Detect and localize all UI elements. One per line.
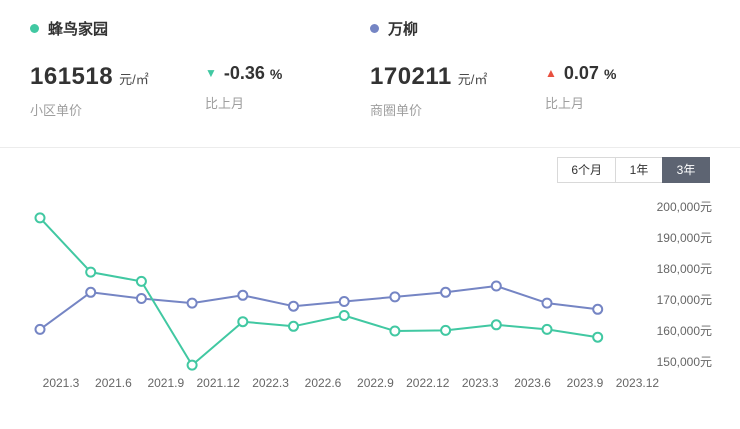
district-legend: 万柳 [370,18,616,39]
tab-6-months[interactable]: 6个月 [557,157,616,183]
community-price-unit: 元/㎡ [119,72,149,87]
district-name: 万柳 [388,21,419,38]
x-axis-label: 2023.12 [616,376,660,390]
district-delta-percent-sign: % [603,66,617,82]
x-axis-label: 2022.6 [305,376,342,390]
y-axis-label: 180,000元 [657,262,712,276]
data-point[interactable] [592,331,604,343]
community-name: 蜂鸟家园 [48,21,109,38]
community-delta-value: -0.36 [223,63,265,83]
data-point[interactable] [389,325,401,337]
series-line [39,216,599,367]
y-axis-label: 190,000元 [657,231,712,245]
price-trend-chart[interactable]: 200,000元 190,000元 180,000元 170,000元 160,000元… [0,185,740,405]
district-price-unit: 元/㎡ [457,72,488,87]
data-point[interactable] [490,319,502,331]
data-point[interactable] [541,323,553,335]
legend-dot-icon [370,24,379,33]
district-delta-value: 0.07 [563,63,599,83]
data-point[interactable] [490,280,502,292]
community-price-block: 161518 元/㎡ 小区单价 [30,63,205,119]
data-point[interactable] [34,212,46,224]
data-point[interactable] [135,293,147,304]
x-axis-label: 2022.9 [357,376,394,390]
series-line [39,285,599,331]
data-point[interactable] [338,296,350,307]
y-axis-label: 170,000元 [657,293,712,307]
data-point[interactable] [85,266,97,278]
x-axis-label: 2021.3 [43,376,80,390]
district-price-block: 170211 元/㎡ 商圈单价 [370,63,545,119]
data-point[interactable] [592,303,604,315]
x-axis-label: 2021.9 [147,376,184,390]
tab-1-year[interactable]: 1年 [615,157,663,183]
x-axis-label: 2023.3 [462,376,499,390]
x-axis-label: 2022.3 [252,376,289,390]
x-axis-label: 2021.6 [95,376,132,390]
community-metrics: 161518 元/㎡ 小区单价 ▼ -0.36% 比上月 [30,63,282,119]
community-delta-percent-sign: % [269,66,283,82]
triangle-down-icon: ▼ [205,66,217,80]
community-stats: 蜂鸟家园 161518 元/㎡ 小区单价 ▼ -0.36% 比上月 [30,18,282,119]
district-delta-caption: 比上月 [545,96,585,111]
time-range-tabs: 6个月 1年 3年 [557,157,710,183]
legend-dot-icon [30,24,39,33]
community-delta-caption: 比上月 [205,96,245,111]
data-point[interactable] [237,289,249,301]
district-stats: 万柳 170211 元/㎡ 商圈单价 ▲ 0.07% 比上月 [370,18,616,119]
triangle-up-icon: ▲ [545,66,557,80]
y-axis-label: 150,000元 [657,355,712,369]
district-delta-block: ▲ 0.07% 比上月 [545,63,616,119]
data-point[interactable] [34,323,46,335]
data-point[interactable] [288,320,299,332]
data-point[interactable] [440,286,452,298]
data-point[interactable] [85,286,97,298]
data-point[interactable] [389,291,401,303]
data-point[interactable] [338,310,350,321]
data-point[interactable] [135,275,147,287]
y-axis-label: 160,000元 [657,324,712,338]
district-price-value: 170211 [370,63,452,90]
data-point[interactable] [237,316,249,328]
divider [0,147,740,148]
data-point[interactable] [186,297,198,309]
y-axis-label: 200,000元 [657,200,712,214]
district-price-caption: 商圈单价 [370,103,423,118]
x-axis-label: 2022.12 [406,376,450,390]
community-price-caption: 小区单价 [30,103,83,118]
data-point[interactable] [186,359,198,371]
x-axis-label: 2023.9 [567,376,604,390]
community-price-value: 161518 [30,63,114,90]
community-delta-block: ▼ -0.36% 比上月 [205,63,282,119]
district-metrics: 170211 元/㎡ 商圈单价 ▲ 0.07% 比上月 [370,63,616,119]
x-axis-label: 2023.6 [514,376,551,390]
community-legend: 蜂鸟家园 [30,18,282,39]
data-point[interactable] [288,300,299,312]
tab-3-years[interactable]: 3年 [662,157,710,183]
data-point[interactable] [440,324,452,336]
x-axis-label: 2021.12 [197,376,241,390]
data-point[interactable] [541,297,553,309]
